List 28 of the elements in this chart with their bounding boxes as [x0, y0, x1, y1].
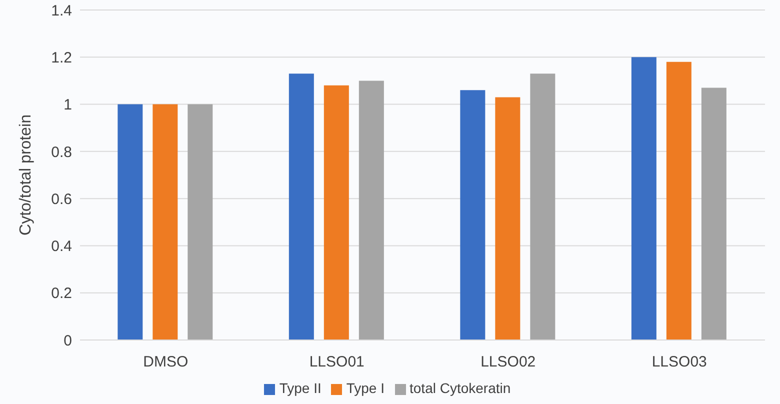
- y-tick-label: 0.6: [51, 190, 72, 208]
- y-tick-label: 0: [64, 332, 72, 350]
- bar: [188, 104, 213, 340]
- bar: [701, 88, 726, 340]
- bar: [118, 104, 143, 340]
- y-tick-label: 0.2: [51, 285, 72, 302]
- y-tick-label: 0.8: [51, 144, 72, 161]
- legend-label: Type II: [279, 380, 322, 396]
- x-tick-label: LLSO01: [309, 354, 364, 371]
- y-tick-label: 1.2: [51, 49, 72, 66]
- y-axis-title: Cyto/total protein: [18, 114, 35, 236]
- y-tick-label: 1: [64, 96, 72, 114]
- bar: [631, 57, 656, 340]
- bar: [324, 85, 349, 340]
- bar: [460, 90, 486, 340]
- bar: [666, 62, 692, 340]
- x-tick-label: LLSO03: [652, 354, 707, 371]
- bar: [152, 104, 178, 340]
- x-tick-label: LLSO02: [480, 354, 536, 371]
- legend-label: total Cytokeratin: [410, 380, 511, 396]
- legend-label: Type I: [346, 380, 384, 396]
- y-tick-label: 1.4: [51, 2, 72, 20]
- x-tick-label: DMSO: [143, 354, 188, 371]
- bar: [495, 97, 520, 340]
- bar: [288, 74, 314, 340]
- y-tick-label: 0.4: [51, 238, 72, 256]
- bar: [530, 74, 556, 340]
- bar: [358, 80, 384, 340]
